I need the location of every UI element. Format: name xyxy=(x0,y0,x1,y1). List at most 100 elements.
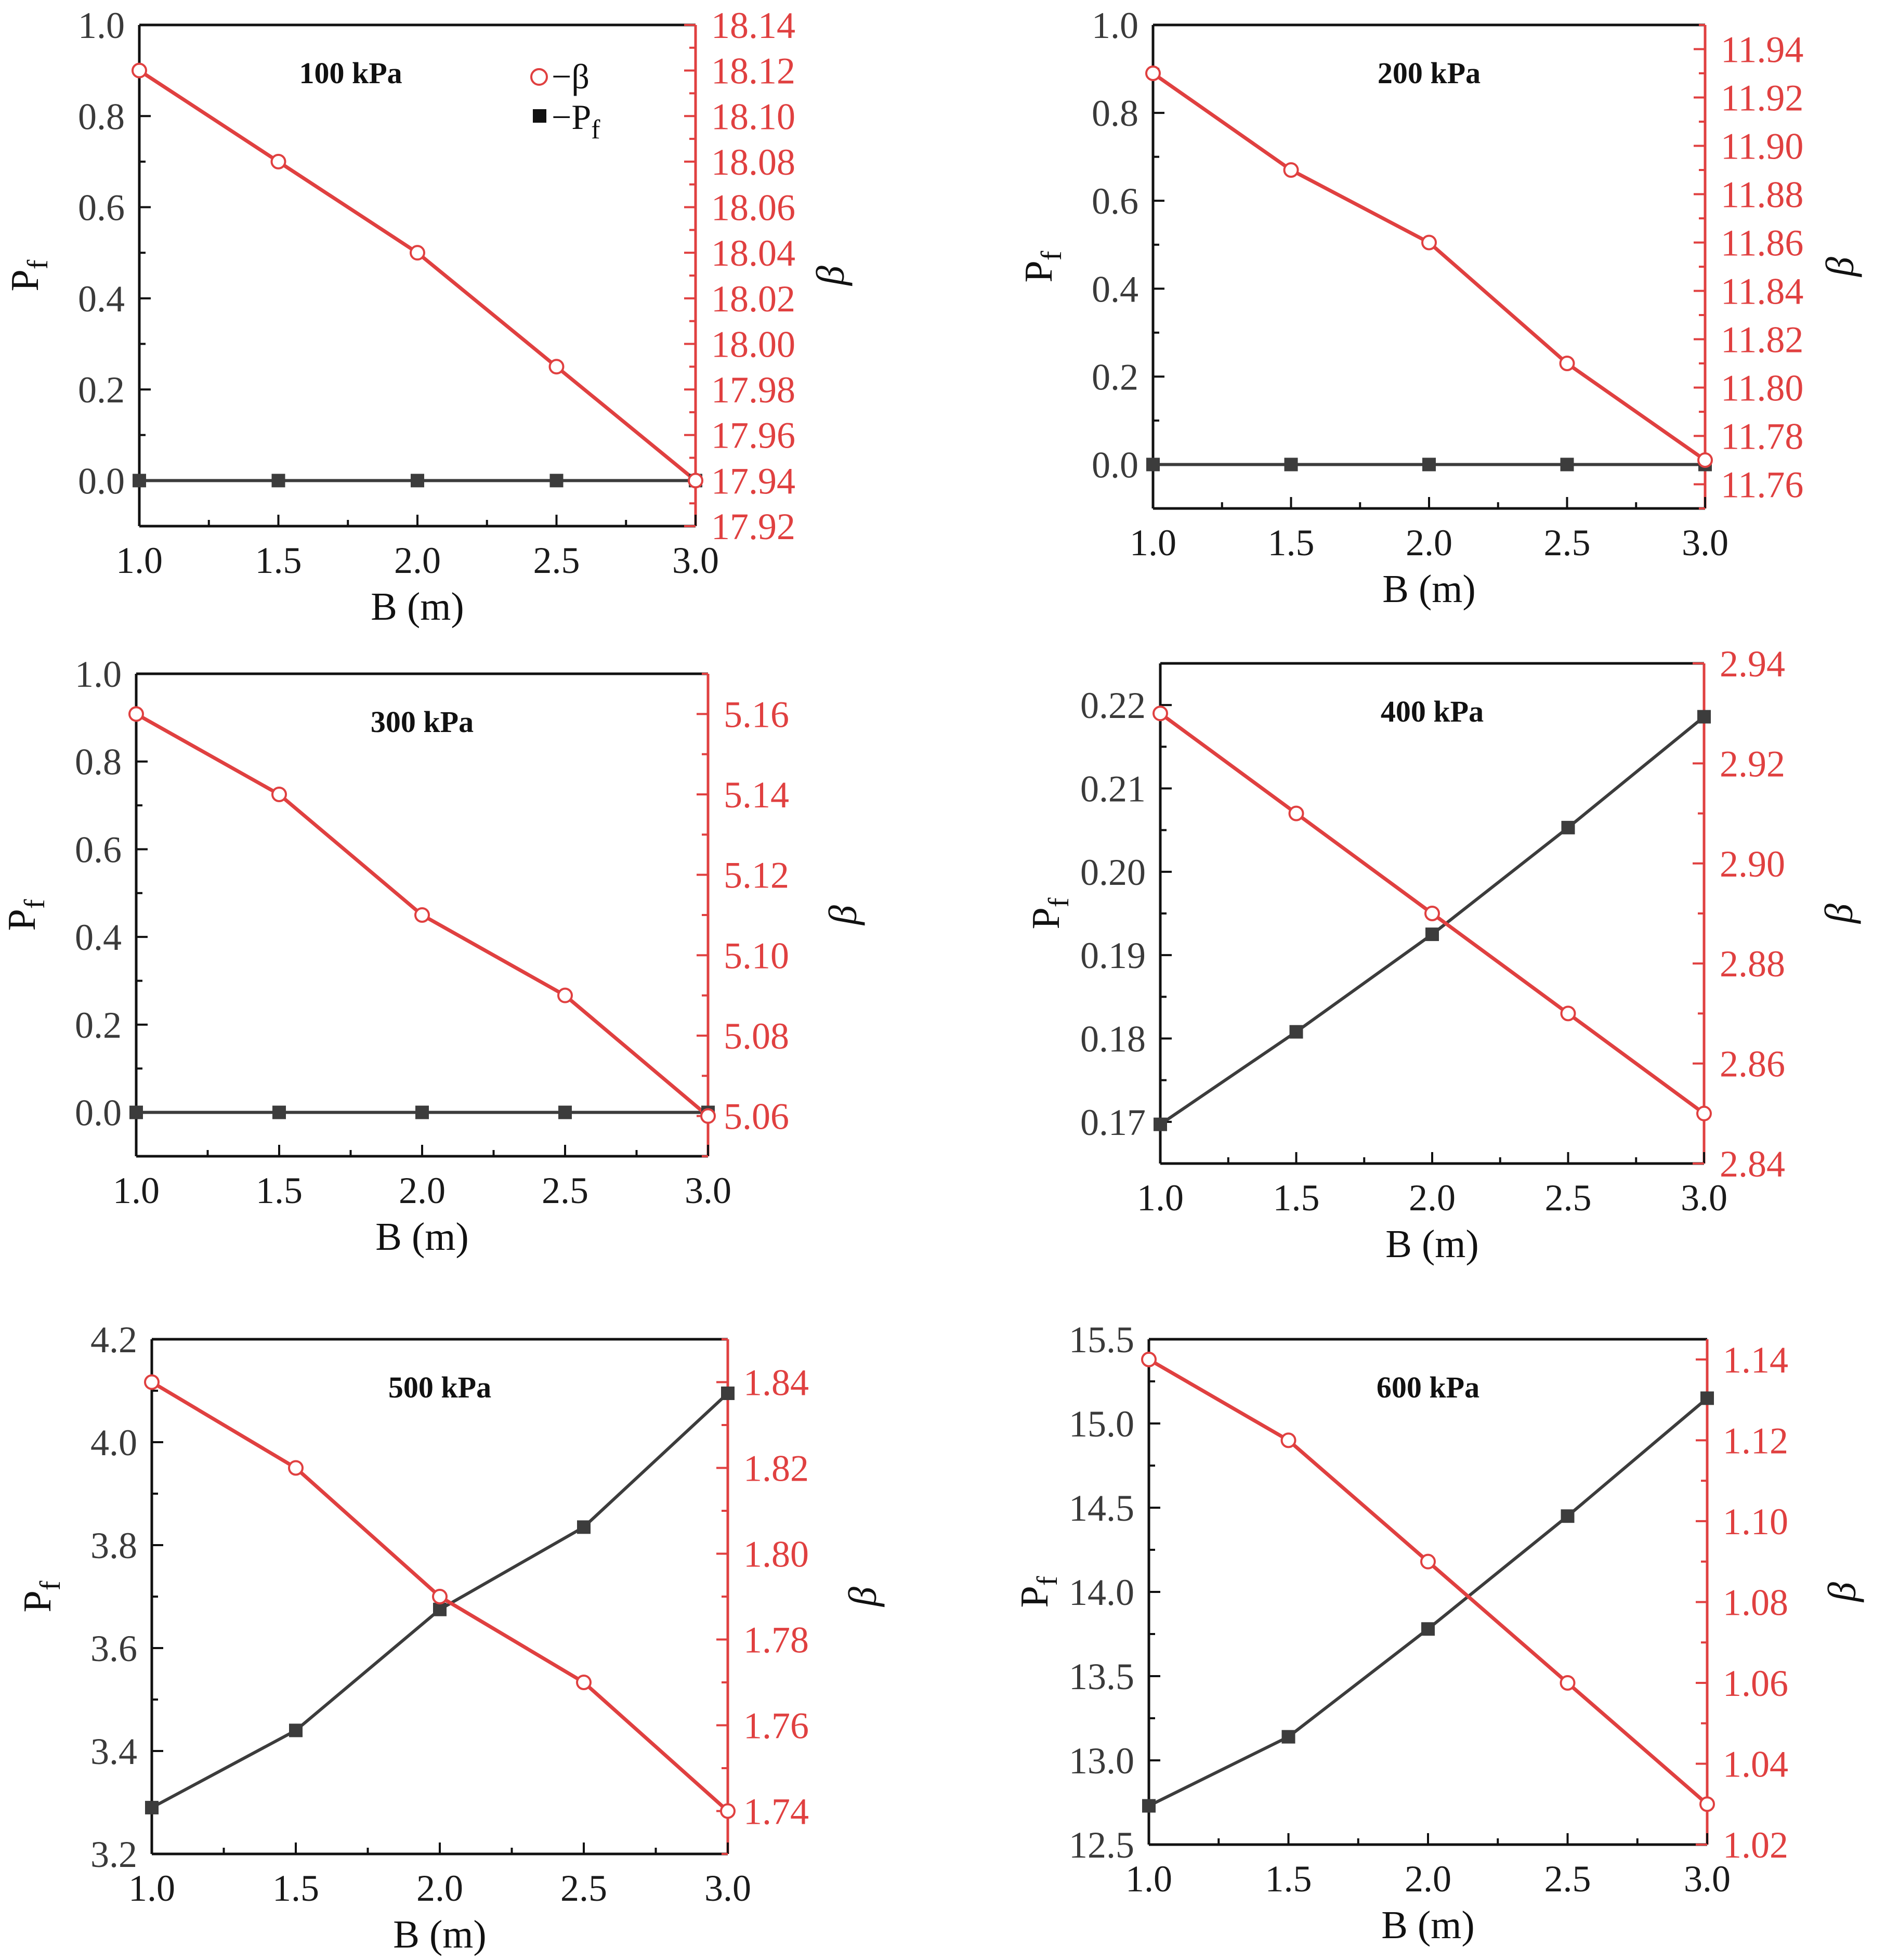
chart-2-beta-point xyxy=(1283,162,1299,178)
chart-1-pf-point xyxy=(549,474,564,488)
chart-6-beta-point xyxy=(1420,1553,1436,1570)
chart-5-x-tick-label: 1.5 xyxy=(272,1867,319,1909)
chart-1-pf-point xyxy=(271,474,285,488)
chart-5-beta-point xyxy=(432,1589,448,1604)
chart-5-y-tick-label: 3.6 xyxy=(90,1628,137,1669)
chart-1-y-tick-label: 0.4 xyxy=(78,278,125,320)
chart-4-beta-point xyxy=(1288,805,1304,821)
chart-5-y-axis-label: Pf xyxy=(16,1580,67,1612)
chart-2-y-tick-label: 0.8 xyxy=(1092,93,1138,134)
chart-5-y-tick-label: 3.8 xyxy=(90,1525,137,1566)
chart-5-beta-point xyxy=(576,1675,592,1690)
chart-6-x-tick-label: 2.5 xyxy=(1544,1858,1591,1900)
chart-1-beta-point xyxy=(548,359,565,375)
chart-3-y-tick-label: 1.0 xyxy=(75,654,122,695)
chart-4-y2-axis-label: β xyxy=(1817,904,1861,924)
chart-4-pf-point xyxy=(1697,710,1711,724)
chart-3-pf-point xyxy=(272,1105,286,1119)
chart-4-y2-tick-label: 2.94 xyxy=(1720,643,1785,685)
chart-2-y2-axis-label: β xyxy=(1818,257,1862,278)
chart-4-x-tick-label: 2.5 xyxy=(1545,1177,1592,1219)
chart-4-y-tick-label: 0.17 xyxy=(1080,1102,1146,1143)
chart-2-y2-tick-label: 11.86 xyxy=(1721,223,1803,264)
chart-2-pf-point xyxy=(1284,458,1298,472)
chart-4-beta-point xyxy=(1424,906,1440,921)
chart-2-y-tick-label: 0.4 xyxy=(1092,268,1138,310)
chart-1-y2-tick-label: 18.06 xyxy=(711,187,795,229)
chart-5-y-tick-label: 4.0 xyxy=(90,1422,137,1464)
chart-1-beta-point xyxy=(410,245,425,261)
chart-1-y-tick-label: 0.6 xyxy=(78,187,125,229)
chart-6-beta-point xyxy=(1141,1351,1157,1367)
chart-4-y-tick-label: 0.22 xyxy=(1080,685,1146,726)
chart-5: 1.0 1.5 2.0 2.5 3.0 3.2 3.4 3.6 3.8 4.0 4.2 1.74 1.7… xyxy=(16,1319,885,1956)
chart-4-x-tick-label: 1.5 xyxy=(1273,1177,1320,1219)
chart-4-beta-point xyxy=(1560,1005,1576,1022)
chart-5-x-tick-label: 2.5 xyxy=(560,1867,607,1909)
chart-6-pf-point xyxy=(1421,1622,1435,1636)
chart-5-x-axis-label: B (m) xyxy=(393,1913,486,1956)
chart-5-title: 500 kPa xyxy=(388,1370,491,1404)
chart-6-beta-point xyxy=(1699,1796,1715,1812)
chart-3-beta-point xyxy=(271,787,287,802)
chart-1-y-tick-label: 0.8 xyxy=(78,96,125,137)
chart-1-y2-tick-label: 18.04 xyxy=(711,232,795,274)
chart-2-y2-tick-label: 11.82 xyxy=(1721,319,1803,361)
chart-3-y-tick-label: 0.4 xyxy=(75,917,122,958)
chart-1-pf-point xyxy=(133,474,146,488)
chart-4-y-tick-label: 0.19 xyxy=(1080,935,1146,976)
chart-3-x-tick-label: 1.5 xyxy=(256,1170,303,1211)
chart-4-x-tick-label: 1.0 xyxy=(1137,1177,1184,1219)
chart-6-y-tick-label: 12.5 xyxy=(1069,1824,1134,1866)
chart-2-pf-point xyxy=(1422,458,1436,472)
chart-3: 1.0 1.5 2.0 2.5 3.0 0.0 0.2 0.4 0.6 0.8 1.0 5.06 5.0… xyxy=(0,654,865,1259)
chart-3-y2-tick-label: 5.10 xyxy=(724,935,789,976)
chart-5-y-tick-label: 3.2 xyxy=(90,1834,137,1875)
chart-1-x-axis-label: B (m) xyxy=(371,585,464,629)
chart-4-y-tick-label: 0.18 xyxy=(1080,1018,1146,1060)
chart-6-y2-tick-label: 1.02 xyxy=(1723,1824,1788,1866)
chart-5-y2-axis-label: β xyxy=(841,1587,885,1608)
chart-4-y-axis-label: Pf xyxy=(1024,897,1075,929)
chart-5-pf-point xyxy=(145,1800,159,1814)
chart-2-x-tick-label: 1.0 xyxy=(1130,522,1176,564)
chart-3-x-axis-label: B (m) xyxy=(375,1215,468,1259)
chart-1-y2-axis-label: β xyxy=(809,266,853,286)
chart-2-beta-point xyxy=(1697,452,1713,468)
chart-3-y2-tick-label: 5.08 xyxy=(724,1015,789,1057)
chart-4-y2-tick-label: 2.92 xyxy=(1720,743,1785,785)
chart-2-x-tick-label: 2.0 xyxy=(1406,522,1452,564)
chart-2-y2-tick-label: 11.88 xyxy=(1721,174,1803,216)
chart-2-pf-point xyxy=(1560,458,1574,472)
chart-2-y2-tick-label: 11.94 xyxy=(1721,29,1803,71)
chart-4-pf-point xyxy=(1561,820,1575,834)
chart-5-pf-point xyxy=(433,1602,447,1616)
chart-1-x-tick-label: 2.5 xyxy=(533,540,580,581)
chart-3-beta-point xyxy=(557,987,573,1003)
chart-4-beta-point xyxy=(1152,705,1168,722)
chart-5-y2-tick-label: 1.78 xyxy=(743,1619,809,1661)
chart-4-y2-tick-label: 2.84 xyxy=(1720,1143,1785,1185)
chart-5-y2-tick-label: 1.84 xyxy=(743,1362,809,1404)
chart-3-y2-tick-label: 5.14 xyxy=(724,774,789,816)
chart-3-y-tick-label: 0.2 xyxy=(75,1004,122,1046)
chart-1-y-tick-label: 0.2 xyxy=(78,369,125,411)
chart-3-y-tick-label: 0.6 xyxy=(75,829,122,870)
chart-4-beta-point xyxy=(1696,1105,1712,1121)
legend-pf-marker xyxy=(533,109,546,123)
chart-2-beta-point xyxy=(1145,66,1161,81)
chart-6-y-tick-label: 14.0 xyxy=(1069,1572,1134,1613)
chart-1-y2-tick-label: 17.92 xyxy=(711,506,795,547)
chart-6-x-tick-label: 2.0 xyxy=(1405,1858,1451,1900)
chart-1-pf-point xyxy=(411,474,424,488)
chart-2-y2-tick-label: 11.92 xyxy=(1721,77,1803,119)
chart-1-y2-tick-label: 18.12 xyxy=(711,50,795,92)
chart-2-x-tick-label: 3.0 xyxy=(1682,522,1728,564)
chart-6-title: 600 kPa xyxy=(1377,1370,1479,1404)
chart-1-y-tick-label: 1.0 xyxy=(78,5,125,46)
chart-6-y-tick-label: 15.5 xyxy=(1069,1319,1134,1361)
chart-6-y2-axis-label: β xyxy=(1820,1582,1864,1603)
chart-6-beta-point xyxy=(1280,1432,1296,1448)
chart-4-y-tick-label: 0.21 xyxy=(1080,768,1146,810)
chart-3-pf-point xyxy=(558,1105,572,1119)
